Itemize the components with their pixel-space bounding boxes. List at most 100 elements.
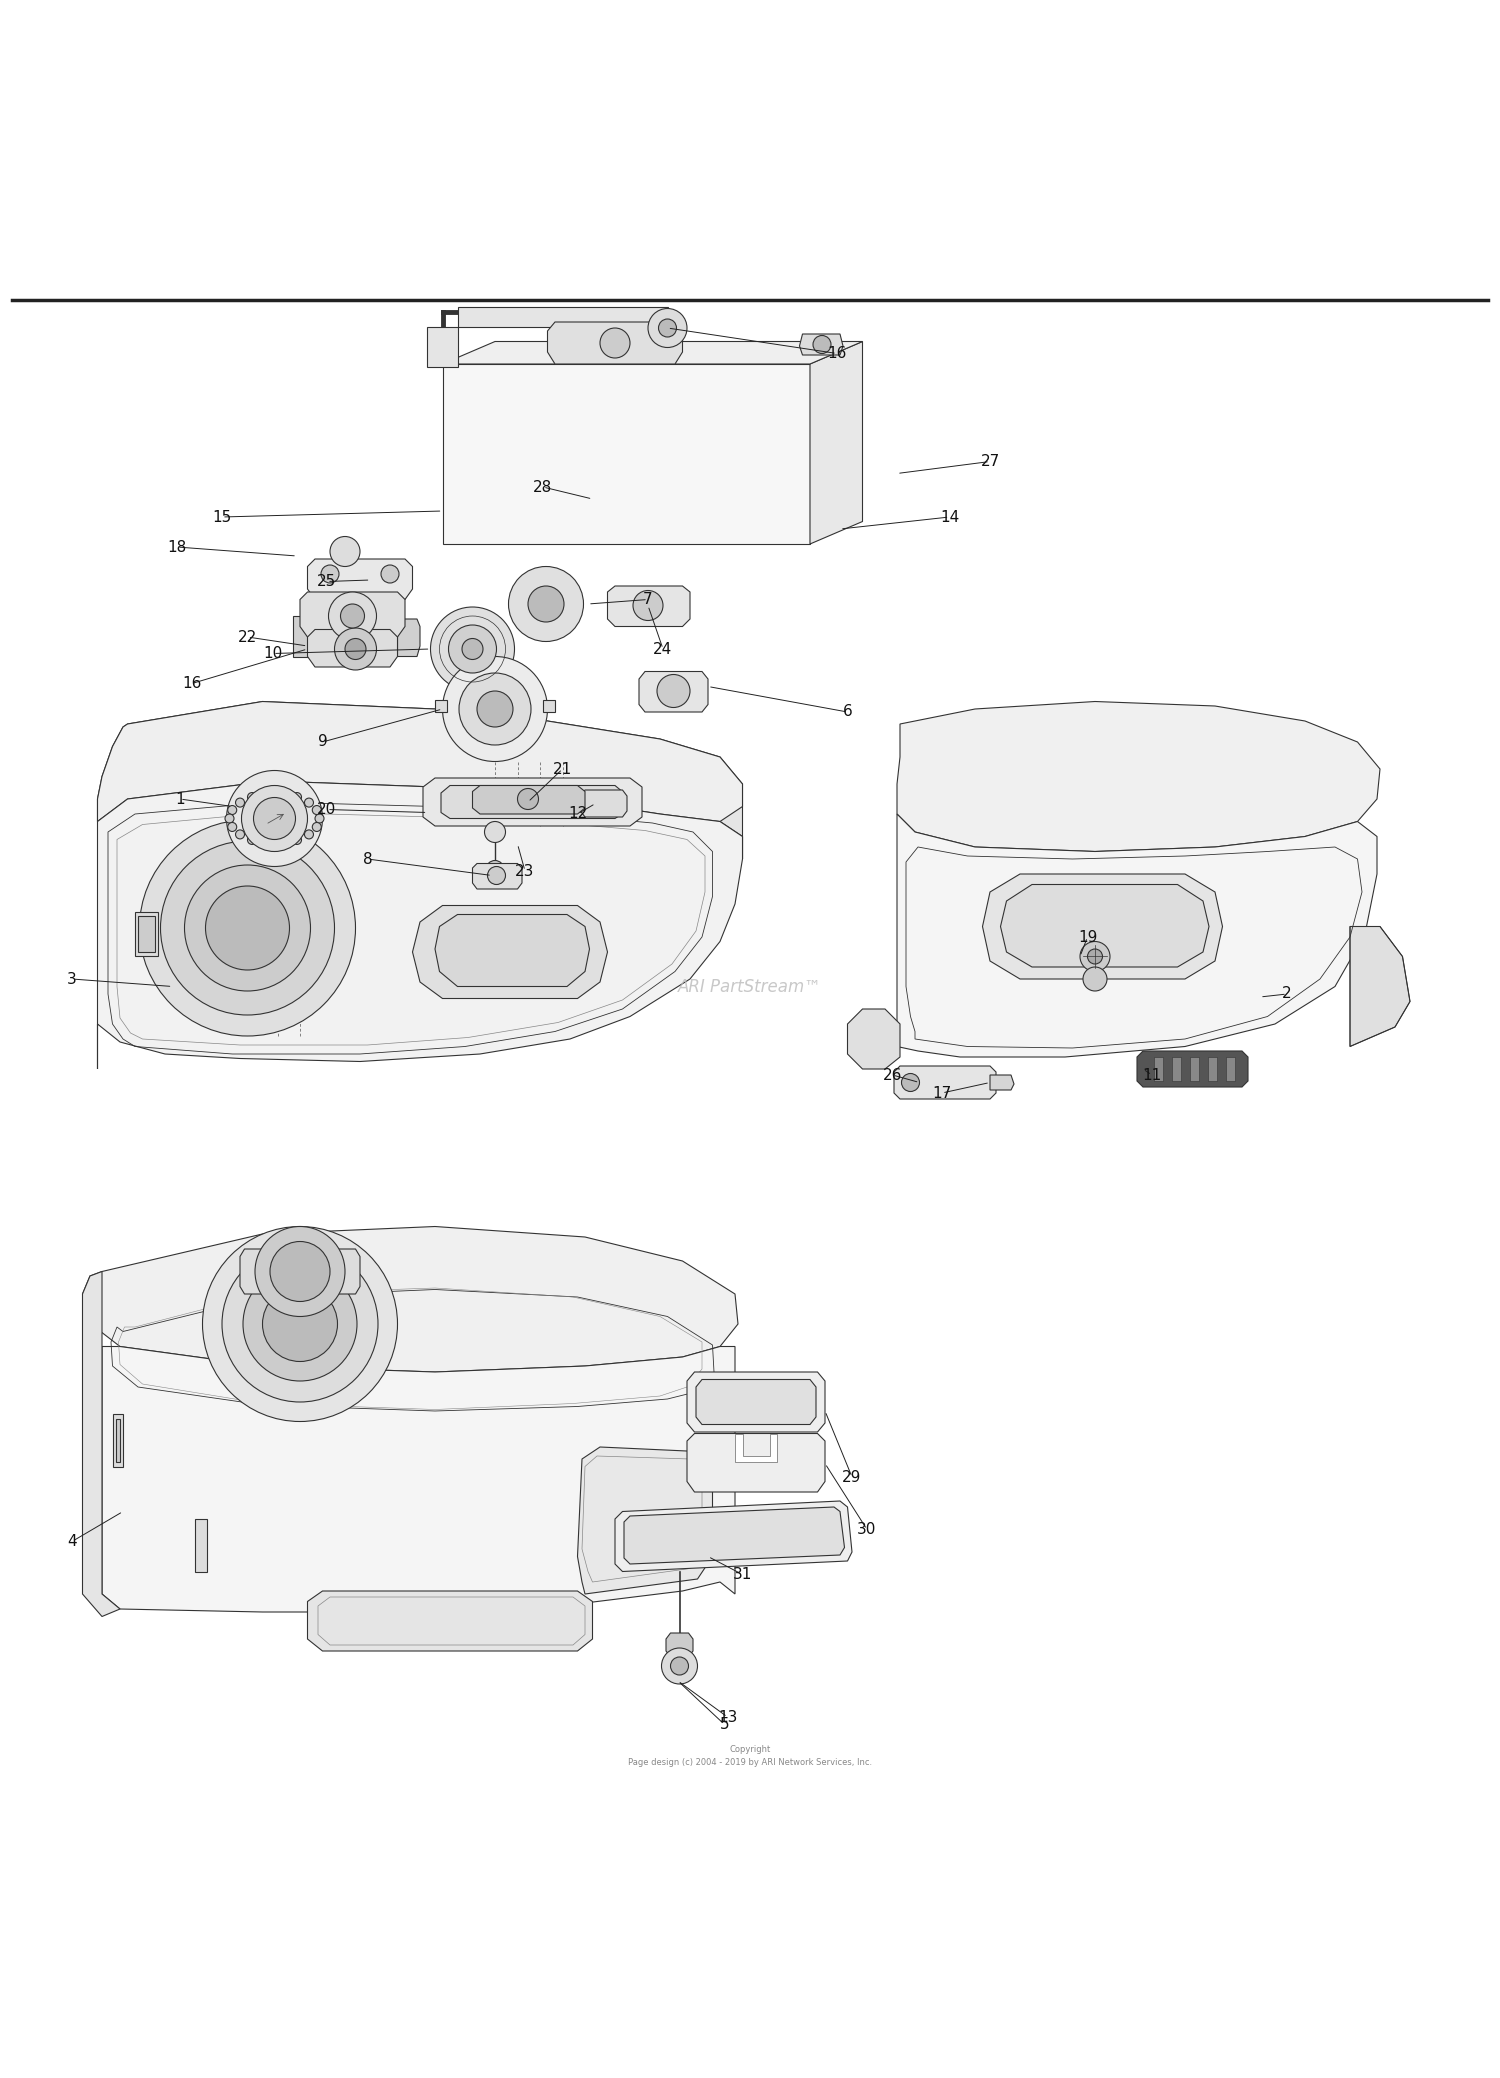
Text: 27: 27 [981, 453, 999, 470]
Text: 1: 1 [176, 792, 184, 806]
Circle shape [340, 605, 364, 628]
Text: 30: 30 [858, 1521, 876, 1538]
Circle shape [312, 823, 321, 831]
Text: 13: 13 [718, 1710, 736, 1725]
Polygon shape [398, 619, 420, 657]
Polygon shape [1208, 1058, 1216, 1081]
Circle shape [902, 1074, 920, 1091]
Polygon shape [138, 916, 154, 952]
Circle shape [658, 320, 676, 337]
Circle shape [243, 1268, 357, 1382]
Circle shape [236, 829, 244, 840]
Circle shape [202, 1226, 398, 1421]
Polygon shape [982, 875, 1222, 979]
Polygon shape [98, 781, 742, 1068]
Polygon shape [578, 1446, 712, 1594]
Text: 16: 16 [828, 347, 846, 362]
Polygon shape [116, 1419, 120, 1463]
Circle shape [262, 837, 272, 848]
Circle shape [813, 335, 831, 353]
Circle shape [292, 792, 302, 802]
Polygon shape [82, 1272, 120, 1617]
Polygon shape [112, 1413, 123, 1467]
Polygon shape [413, 906, 608, 1000]
Polygon shape [624, 1507, 844, 1565]
Text: 12: 12 [568, 806, 586, 821]
Text: 26: 26 [884, 1068, 902, 1083]
Polygon shape [800, 335, 843, 355]
Text: 14: 14 [940, 509, 958, 524]
Text: 4: 4 [68, 1534, 76, 1548]
Text: 29: 29 [843, 1469, 861, 1484]
Polygon shape [102, 1347, 735, 1613]
Polygon shape [687, 1371, 825, 1432]
Circle shape [248, 792, 256, 802]
Circle shape [448, 625, 497, 673]
Circle shape [262, 790, 272, 798]
Text: 8: 8 [363, 852, 372, 867]
Polygon shape [98, 702, 742, 821]
Circle shape [278, 837, 286, 848]
Circle shape [255, 1226, 345, 1317]
Circle shape [184, 864, 310, 991]
Polygon shape [308, 559, 413, 598]
Circle shape [160, 842, 334, 1014]
Text: 7: 7 [644, 592, 652, 607]
Circle shape [488, 867, 506, 885]
Polygon shape [427, 308, 668, 368]
Circle shape [484, 821, 506, 842]
Text: 16: 16 [183, 675, 201, 692]
Polygon shape [98, 702, 742, 858]
Text: 20: 20 [318, 802, 336, 817]
Text: 25: 25 [318, 574, 336, 588]
Polygon shape [897, 702, 1380, 852]
Circle shape [657, 675, 690, 707]
Polygon shape [472, 864, 522, 889]
Circle shape [292, 835, 302, 844]
Polygon shape [615, 1500, 852, 1571]
Polygon shape [580, 790, 627, 817]
Polygon shape [195, 1519, 207, 1571]
Circle shape [304, 829, 313, 840]
Circle shape [477, 692, 513, 727]
Circle shape [304, 798, 313, 806]
Text: 21: 21 [554, 761, 572, 777]
Circle shape [278, 790, 286, 798]
Circle shape [228, 823, 237, 831]
Polygon shape [82, 1226, 738, 1371]
Text: 31: 31 [734, 1567, 752, 1581]
Polygon shape [639, 671, 708, 713]
Circle shape [509, 567, 584, 642]
Text: 10: 10 [264, 646, 282, 661]
Text: 5: 5 [720, 1716, 729, 1731]
Circle shape [228, 806, 237, 815]
Text: 24: 24 [654, 642, 672, 657]
Polygon shape [308, 1592, 592, 1652]
Circle shape [442, 657, 548, 761]
Polygon shape [810, 341, 862, 544]
Polygon shape [308, 630, 398, 667]
Text: ARI PartStream™: ARI PartStream™ [678, 977, 822, 995]
Circle shape [222, 1247, 378, 1403]
Circle shape [236, 798, 244, 806]
Polygon shape [543, 700, 555, 713]
Circle shape [1083, 966, 1107, 991]
Text: 19: 19 [1078, 929, 1096, 945]
Polygon shape [696, 1380, 816, 1426]
Circle shape [1080, 941, 1110, 973]
Circle shape [328, 592, 376, 640]
Polygon shape [1172, 1058, 1180, 1081]
Polygon shape [442, 341, 862, 364]
Circle shape [270, 1241, 330, 1301]
Polygon shape [687, 1434, 825, 1492]
Polygon shape [292, 615, 308, 657]
Polygon shape [435, 914, 590, 987]
Circle shape [670, 1656, 688, 1675]
Circle shape [633, 590, 663, 621]
Text: 2: 2 [1282, 987, 1292, 1002]
Polygon shape [894, 1066, 996, 1099]
Circle shape [345, 638, 366, 659]
Text: 17: 17 [933, 1085, 951, 1101]
Circle shape [462, 638, 483, 659]
Polygon shape [135, 912, 158, 956]
